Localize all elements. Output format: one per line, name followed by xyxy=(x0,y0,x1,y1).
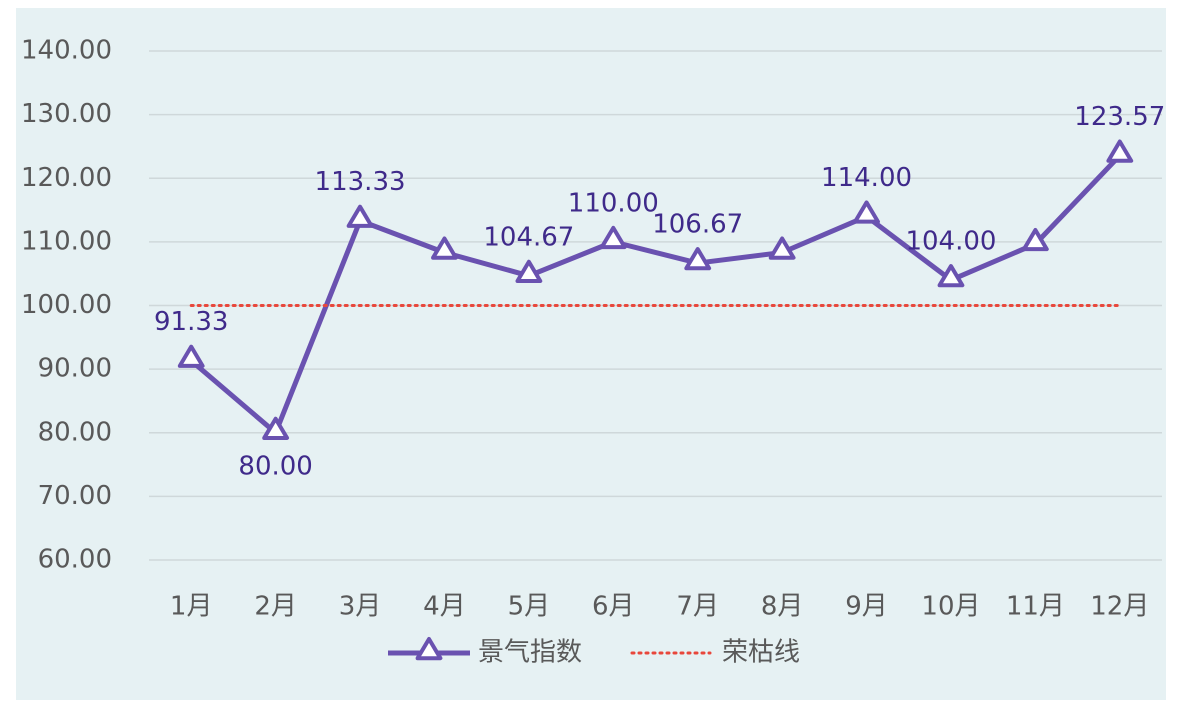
point-marker xyxy=(1106,139,1134,163)
x-tick-label: 5月 xyxy=(508,592,551,622)
data-label: 110.00 xyxy=(568,188,659,218)
x-tick-label: 11月 xyxy=(1006,592,1065,622)
x-tick-label: 3月 xyxy=(339,592,382,622)
y-tick-label: 140.00 xyxy=(21,36,112,66)
data-label: 91.33 xyxy=(154,307,228,337)
x-tick-label: 6月 xyxy=(592,592,635,622)
data-label: 80.00 xyxy=(238,451,312,481)
legend-marker xyxy=(415,637,443,661)
x-tick-label: 2月 xyxy=(254,592,297,622)
data-label: 114.00 xyxy=(821,163,912,193)
x-tick-label: 4月 xyxy=(423,592,466,622)
point-marker xyxy=(853,200,880,224)
y-tick-label: 80.00 xyxy=(38,417,112,447)
y-tick-label: 130.00 xyxy=(21,99,112,129)
data-line xyxy=(189,153,1122,436)
y-tick-label: 100.00 xyxy=(21,290,112,320)
x-tick-label: 9月 xyxy=(845,592,888,622)
point-marker xyxy=(937,264,965,288)
data-label: 113.33 xyxy=(315,167,406,197)
x-tick-label: 1月 xyxy=(170,592,213,622)
data-label: 106.67 xyxy=(652,210,743,240)
data-label: 104.67 xyxy=(483,222,574,252)
point-marker xyxy=(262,416,290,440)
data-label: 104.00 xyxy=(905,227,996,257)
y-tick-label: 110.00 xyxy=(21,226,112,256)
point-marker xyxy=(431,236,458,260)
point-marker xyxy=(1021,227,1049,252)
point-marker xyxy=(768,236,796,260)
legend-label: 荣枯线 xyxy=(722,638,800,668)
y-tick-label: 60.00 xyxy=(38,545,112,575)
point-marker xyxy=(346,204,374,228)
x-tick-label: 8月 xyxy=(761,592,804,622)
chart-background xyxy=(16,8,1166,700)
point-marker xyxy=(177,344,205,368)
x-tick-label: 7月 xyxy=(676,592,719,622)
legend-label: 景气指数 xyxy=(478,638,582,668)
x-tick-label: 10月 xyxy=(921,592,980,622)
point-marker xyxy=(599,225,627,250)
y-tick-label: 120.00 xyxy=(21,163,112,193)
y-tick-label: 90.00 xyxy=(38,354,112,384)
point-marker xyxy=(684,247,712,271)
y-tick-label: 70.00 xyxy=(38,481,112,511)
point-marker xyxy=(515,259,543,283)
data-label: 123.57 xyxy=(1074,102,1165,132)
x-tick-label: 12月 xyxy=(1090,592,1149,622)
